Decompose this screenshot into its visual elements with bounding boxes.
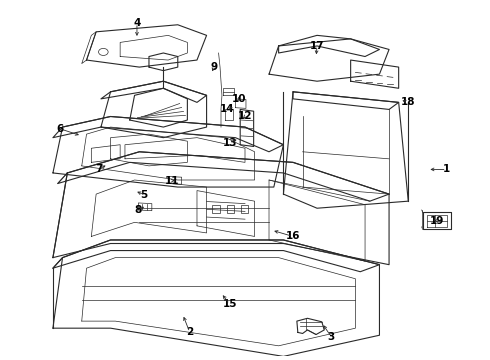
Text: 15: 15 <box>222 299 237 309</box>
Bar <box>212 205 220 213</box>
Text: 19: 19 <box>430 216 444 226</box>
Text: 5: 5 <box>141 190 148 200</box>
Text: 16: 16 <box>286 231 300 242</box>
Text: 17: 17 <box>310 41 324 51</box>
Text: 3: 3 <box>328 332 335 342</box>
Bar <box>241 205 248 213</box>
Text: 11: 11 <box>165 176 179 186</box>
Text: 2: 2 <box>186 327 194 337</box>
Text: 18: 18 <box>401 98 416 107</box>
Text: 6: 6 <box>56 124 64 134</box>
Text: 14: 14 <box>220 104 234 114</box>
Text: 1: 1 <box>443 165 450 174</box>
Text: 4: 4 <box>133 18 141 28</box>
Text: 10: 10 <box>232 94 246 104</box>
Text: 7: 7 <box>95 165 102 174</box>
Text: 12: 12 <box>238 112 252 121</box>
Text: 8: 8 <box>135 205 142 215</box>
Text: 13: 13 <box>222 138 237 148</box>
Bar <box>227 205 234 213</box>
Text: 9: 9 <box>210 62 218 72</box>
